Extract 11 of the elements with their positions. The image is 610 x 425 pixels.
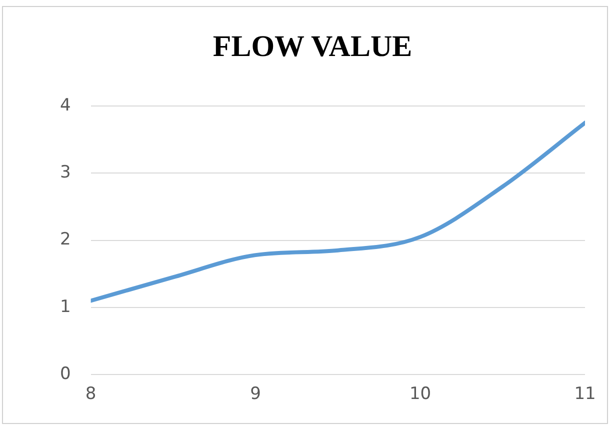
x-tick-label: 10 (409, 384, 432, 404)
x-tick-label: 11 (574, 384, 596, 404)
y-tick-label: 0 (60, 364, 71, 384)
y-tick-label: 2 (60, 230, 71, 250)
y-tick-label: 4 (60, 95, 71, 116)
y-tick-label: 3 (60, 162, 71, 183)
x-tick-label: 9 (250, 384, 261, 404)
y-tick-label: 1 (60, 296, 71, 317)
line-series (90, 120, 585, 303)
x-tick-label: 8 (85, 384, 96, 404)
chart-title: FLOW VALUE (212, 30, 412, 63)
